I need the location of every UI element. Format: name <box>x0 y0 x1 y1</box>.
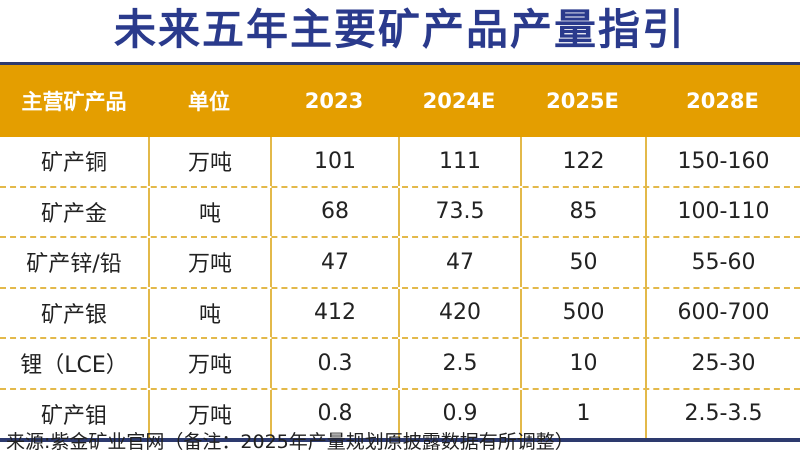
table-cell: 600-700 <box>645 288 800 337</box>
table-cell: 150-160 <box>645 137 800 186</box>
table-cell: 47 <box>398 238 520 287</box>
table-cell: 85 <box>520 187 645 236</box>
table-cell: 矿产金 <box>40 201 107 227</box>
table-cell: 73.5 <box>398 187 520 236</box>
table-row: 锂（LCE） 万吨 0.3 2.5 10 25-30 <box>0 337 800 388</box>
production-table: 主营矿产品 单位 2023 2024E 2025E 2028E 矿产铜 万吨 101 111 12… <box>0 62 800 442</box>
column-header: 单位 <box>188 90 230 114</box>
table-cell: 吨 <box>148 187 270 236</box>
table-cell: 2.5 <box>398 339 520 388</box>
table-body: 矿产铜 万吨 101 111 122 150-160 矿产金吨 68 73.5 85 100-110… <box>0 137 800 438</box>
table-cell: 0.3 <box>270 339 398 388</box>
table-cell: 万吨 <box>148 238 270 287</box>
table-cell: 50 <box>520 238 645 287</box>
column-header: 主营矿产品 <box>21 90 127 114</box>
table-row: 矿产金 吨 68 73.5 85 100-110 <box>0 185 800 236</box>
table-cell: 420 <box>398 288 520 337</box>
table-cell: 122 <box>520 137 645 186</box>
table-cell: 2.5-3.5 <box>645 389 800 438</box>
table-cell: 锂（LCE） <box>20 353 128 379</box>
table-cell: 矿产银 <box>40 302 107 328</box>
table-cell: 1 <box>520 389 645 438</box>
source-note: 来源:紫金矿业官网（备注：2025年产量规划原披露数据有所调整） <box>6 431 574 453</box>
table-cell: 0.9 <box>398 389 520 438</box>
table-header: 主营矿产品 单位 2023 2024E 2025E 2028E <box>0 65 800 137</box>
table-cell: 412 <box>270 288 398 337</box>
table-cell: 万吨 <box>148 137 270 186</box>
table-cell: 矿产钼 <box>40 403 107 429</box>
table-cell: 10 <box>520 339 645 388</box>
table-cell: 矿产锌/铅 <box>26 252 122 278</box>
table-cell: 0.8 <box>270 389 398 438</box>
table-cell: 万吨 <box>148 339 270 388</box>
table-cell: 68 <box>270 187 398 236</box>
table-cell: 矿产铜 <box>40 151 107 177</box>
table-cell: 111 <box>398 137 520 186</box>
table-row: 矿产锌/铅 万吨 47 47 50 55-60 <box>0 236 800 287</box>
column-header: 2024E <box>422 89 496 113</box>
table-cell: 47 <box>270 238 398 287</box>
table-cell: 55-60 <box>645 238 800 287</box>
column-header: 2025E <box>546 89 619 113</box>
table-cell: 500 <box>520 288 645 337</box>
column-header: 2028E <box>686 89 759 113</box>
table-cell: 万吨 <box>148 389 270 438</box>
column-header: 2023 <box>304 89 364 113</box>
table-row: 矿产钼 万吨 0.8 0.9 1 2.5-3.5 <box>0 387 800 438</box>
table-cell: 25-30 <box>645 339 800 388</box>
table-row: 矿产银 吨 412 420 500 600-700 <box>0 286 800 337</box>
table-cell: 吨 <box>148 288 270 337</box>
table-cell: 100-110 <box>645 187 800 236</box>
page-title: 未来五年主要矿产品产量指引 <box>113 5 686 54</box>
table-row: 矿产铜 万吨 101 111 122 150-160 <box>0 137 800 186</box>
table-cell: 101 <box>270 137 398 186</box>
